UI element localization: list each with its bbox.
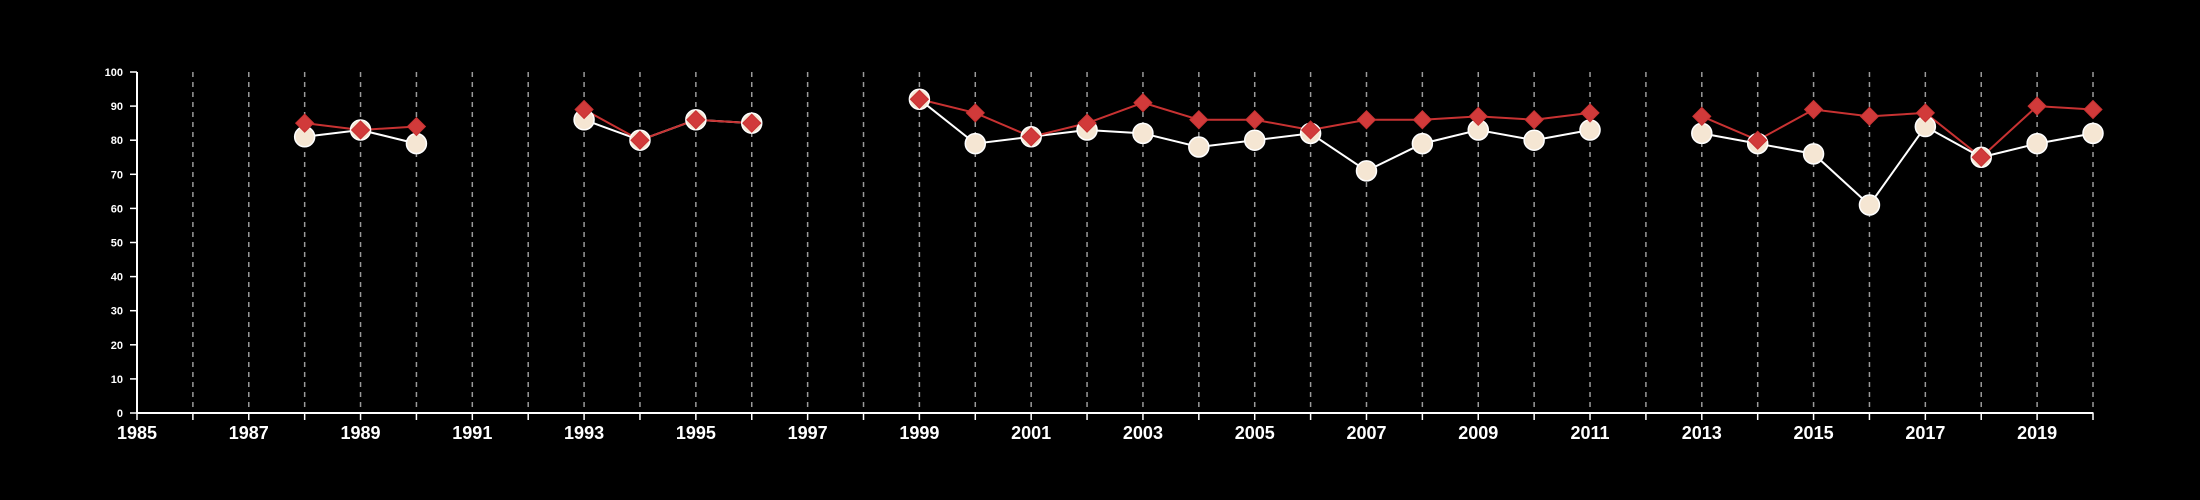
diamond-point <box>1747 130 1768 150</box>
circle-point <box>1188 136 1210 158</box>
y-tick-label: 40 <box>111 272 123 284</box>
y-tick-label: 10 <box>111 374 123 386</box>
y-tick-label: 100 <box>105 67 123 79</box>
circle-point <box>1802 143 1825 165</box>
diamond-point <box>1692 106 1712 127</box>
diamond-point <box>1245 110 1265 130</box>
circle-point <box>2026 132 2048 155</box>
x-tick-label: 2009 <box>1458 423 1498 443</box>
x-tick-label: 1989 <box>341 423 381 443</box>
x-tick-label: 1993 <box>564 423 604 443</box>
x-tick-label: 1987 <box>229 423 269 443</box>
y-tick-label: 80 <box>111 135 123 147</box>
diamond-point <box>1524 110 1544 130</box>
diamond-point <box>630 130 650 150</box>
x-tick-label: 2015 <box>1794 423 1834 443</box>
diamond-point <box>965 103 985 123</box>
axes: 0 10 20 30 40 50 60 70 80 90 100 1985 1987 1989 1991 19… <box>105 67 2094 443</box>
y-tick-label: 0 <box>117 408 123 420</box>
circle-point <box>1523 129 1545 151</box>
x-tick-label: 1985 <box>117 423 157 443</box>
diamond-point <box>686 110 706 130</box>
circle-point <box>405 132 428 155</box>
diamond-point <box>1356 110 1377 130</box>
diamond-series-line <box>583 108 752 142</box>
x-tick-label: 2003 <box>1123 423 1163 443</box>
diamond-point <box>1580 103 1600 123</box>
x-tick-label: 2005 <box>1235 423 1275 443</box>
circle-point <box>1355 160 1378 182</box>
x-tick-label: 1999 <box>899 423 939 443</box>
circle-point <box>964 132 987 155</box>
diamond-point <box>742 113 762 133</box>
x-tick-label: 1991 <box>452 423 492 443</box>
circle-point <box>1411 132 1434 155</box>
diamond-point <box>1915 103 1936 123</box>
y-tick-label: 50 <box>111 238 123 250</box>
diamond-point <box>2083 99 2103 120</box>
x-tick-label: 2019 <box>2017 423 2057 443</box>
x-tick-label: 1997 <box>788 423 828 443</box>
x-tick-label: 2017 <box>1905 423 1945 443</box>
diamond-point <box>1803 99 1824 120</box>
y-tick-label: 60 <box>111 203 123 215</box>
diamond-point <box>909 89 930 109</box>
diamond-point <box>1971 147 1991 167</box>
diamond-point <box>1859 106 1880 127</box>
y-tick-label: 70 <box>111 169 123 181</box>
circle-point <box>1691 122 1713 145</box>
y-tick-label: 90 <box>111 101 123 113</box>
diamond-point <box>574 99 594 120</box>
diamond-point <box>1077 113 1097 133</box>
x-tick-label: 2007 <box>1346 423 1386 443</box>
circle-point <box>1132 122 1154 145</box>
x-tick-label: 1995 <box>676 423 716 443</box>
diamond-series-line <box>1701 105 2094 159</box>
diamond-point <box>2027 96 2047 116</box>
x-tick-label: 2013 <box>1682 423 1722 443</box>
diamond-point <box>294 113 315 133</box>
x-tick-label: 2011 <box>1570 423 1609 443</box>
diamond-point <box>1133 92 1153 113</box>
circle-point <box>2082 122 2104 145</box>
circle-point <box>1243 129 1266 151</box>
series <box>293 88 2104 216</box>
diamond-point <box>1021 127 1041 147</box>
diamond-point <box>1412 110 1433 130</box>
diamond-point <box>1189 110 1209 130</box>
diamond-point <box>1300 120 1321 140</box>
circle-point <box>1858 194 1881 216</box>
diamond-point <box>1468 106 1488 127</box>
x-tick-label: 2001 <box>1011 423 1051 443</box>
y-tick-label: 30 <box>111 306 123 318</box>
diamond-point <box>406 116 427 137</box>
diamond-point <box>350 120 371 140</box>
y-tick-label: 20 <box>111 340 123 352</box>
gridlines <box>192 72 2094 413</box>
circle-point <box>1579 119 1601 141</box>
